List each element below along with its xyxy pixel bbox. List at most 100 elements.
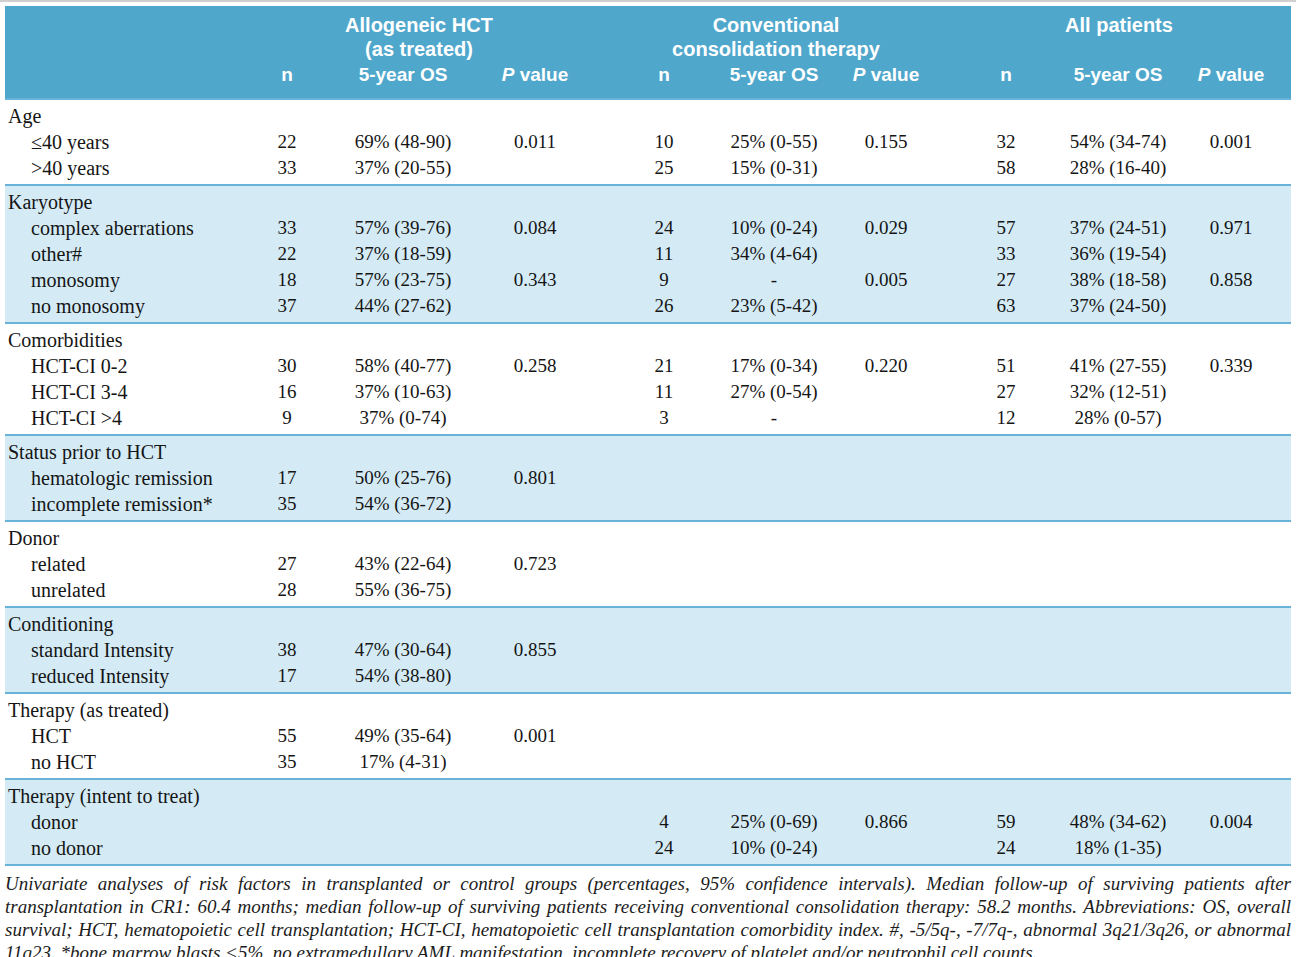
p-symbol: P	[1198, 64, 1211, 85]
p-value: 0.005	[825, 267, 947, 293]
p-value: 0.343	[465, 267, 605, 293]
row-label: related	[5, 551, 233, 577]
p-value: 0.258	[465, 353, 605, 379]
os-value: 17% (4-31)	[341, 749, 465, 775]
row-label: ≤40 years	[5, 129, 233, 155]
group-header-all-patients: All patients	[947, 13, 1291, 61]
table-row: HCT-CI >4937% (0-74)3-1228% (0-57)	[5, 405, 1291, 431]
os-value: 28% (16-40)	[1065, 155, 1171, 181]
os-value: 34% (4-64)	[723, 241, 825, 267]
section-header-row: Donor	[5, 525, 1291, 551]
n-value: 27	[233, 551, 341, 577]
row-label: incomplete remission*	[5, 491, 233, 517]
row-label: donor	[5, 809, 233, 835]
section-label: Therapy (as treated)	[5, 697, 1291, 723]
n-value: 33	[233, 215, 341, 241]
table-row: related2743% (22-64)0.723	[5, 551, 1291, 577]
p-value: 0.339	[1171, 353, 1291, 379]
table-section: Therapy (intent to treat)donor425% (0-69…	[5, 778, 1291, 864]
os-value: 37% (10-63)	[341, 379, 465, 405]
n-value: 24	[947, 835, 1065, 861]
group-header-row: Allogeneic HCT (as treated) Conventional…	[5, 13, 1291, 61]
row-label: complex aberrations	[5, 215, 233, 241]
col-header-p-value: P value	[1171, 61, 1291, 89]
n-value: 9	[233, 405, 341, 431]
p-value: 0.004	[1171, 809, 1291, 835]
p-value: 0.011	[465, 129, 605, 155]
p-symbol: P	[502, 64, 515, 85]
col-header-os: 5-year OS	[341, 61, 465, 89]
n-value: 10	[605, 129, 723, 155]
os-value: 37% (0-74)	[341, 405, 465, 431]
p-value: 0.723	[465, 551, 605, 577]
table-row: monosomy1857% (23-75)0.3439-0.0052738% (…	[5, 267, 1291, 293]
section-label: Donor	[5, 525, 1291, 551]
os-value: 28% (0-57)	[1065, 405, 1171, 431]
n-value: 25	[605, 155, 723, 181]
os-value: 25% (0-55)	[723, 129, 825, 155]
n-value: 57	[947, 215, 1065, 241]
col-header-os: 5-year OS	[1065, 61, 1171, 89]
n-value: 4	[605, 809, 723, 835]
col-header-n: n	[233, 61, 341, 89]
os-value: 57% (39-76)	[341, 215, 465, 241]
n-value: 24	[605, 835, 723, 861]
os-value: 69% (48-90)	[341, 129, 465, 155]
group-title-line1: Conventional	[605, 13, 947, 37]
table-row: no donor2410% (0-24)2418% (1-35)	[5, 835, 1291, 861]
table-row: ≤40 years2269% (48-90)0.0111025% (0-55)0…	[5, 129, 1291, 155]
n-value: 30	[233, 353, 341, 379]
section-label: Karyotype	[5, 189, 1291, 215]
table-row: incomplete remission*3554% (36-72)	[5, 491, 1291, 517]
row-label: HCT	[5, 723, 233, 749]
n-value: 35	[233, 491, 341, 517]
group-header-allogeneic-hct: Allogeneic HCT (as treated)	[233, 13, 605, 61]
os-value: 57% (23-75)	[341, 267, 465, 293]
n-value: 17	[233, 465, 341, 491]
os-value: 10% (0-24)	[723, 215, 825, 241]
p-value: 0.220	[825, 353, 947, 379]
table-row: HCT-CI 0-23058% (40-77)0.2582117% (0-34)…	[5, 353, 1291, 379]
table-section: Karyotypecomplex aberrations3357% (39-76…	[5, 184, 1291, 322]
n-value: 33	[233, 155, 341, 181]
row-label: HCT-CI 0-2	[5, 353, 233, 379]
p-value: 0.971	[1171, 215, 1291, 241]
n-value: 11	[605, 379, 723, 405]
table-row: >40 years3337% (20-55)2515% (0-31)5828% …	[5, 155, 1291, 181]
os-value: 25% (0-69)	[723, 809, 825, 835]
p-value-text: value	[1210, 64, 1264, 85]
table-row: reduced Intensity1754% (38-80)	[5, 663, 1291, 689]
os-value: 50% (25-76)	[341, 465, 465, 491]
col-header-p-value: P value	[465, 61, 605, 89]
row-label: HCT-CI >4	[5, 405, 233, 431]
row-label: hematologic remission	[5, 465, 233, 491]
os-value: 44% (27-62)	[341, 293, 465, 319]
col-header-p-value: P value	[825, 61, 947, 89]
group-title-line2: consolidation therapy	[605, 37, 947, 61]
table-row: hematologic remission1750% (25-76)0.801	[5, 465, 1291, 491]
n-value: 18	[233, 267, 341, 293]
table-row: complex aberrations3357% (39-76)0.084241…	[5, 215, 1291, 241]
row-label: other#	[5, 241, 233, 267]
row-label: no HCT	[5, 749, 233, 775]
os-value: 47% (30-64)	[341, 637, 465, 663]
table-section: Conditioningstandard Intensity3847% (30-…	[5, 606, 1291, 692]
table-row: HCT5549% (35-64)0.001	[5, 723, 1291, 749]
os-value: 10% (0-24)	[723, 835, 825, 861]
os-value: 27% (0-54)	[723, 379, 825, 405]
table-row: unrelated2855% (36-75)	[5, 577, 1291, 603]
p-value-text: value	[514, 64, 568, 85]
n-value: 21	[605, 353, 723, 379]
n-value: 35	[233, 749, 341, 775]
n-value: 27	[947, 267, 1065, 293]
os-value: 54% (36-72)	[341, 491, 465, 517]
os-value: 55% (36-75)	[341, 577, 465, 603]
n-value: 33	[947, 241, 1065, 267]
row-label: no monosomy	[5, 293, 233, 319]
p-value: 0.029	[825, 215, 947, 241]
p-symbol: P	[853, 64, 866, 85]
row-label: no donor	[5, 835, 233, 861]
os-value: 36% (19-54)	[1065, 241, 1171, 267]
table-row: donor425% (0-69)0.8665948% (34-62)0.004	[5, 809, 1291, 835]
row-label: unrelated	[5, 577, 233, 603]
